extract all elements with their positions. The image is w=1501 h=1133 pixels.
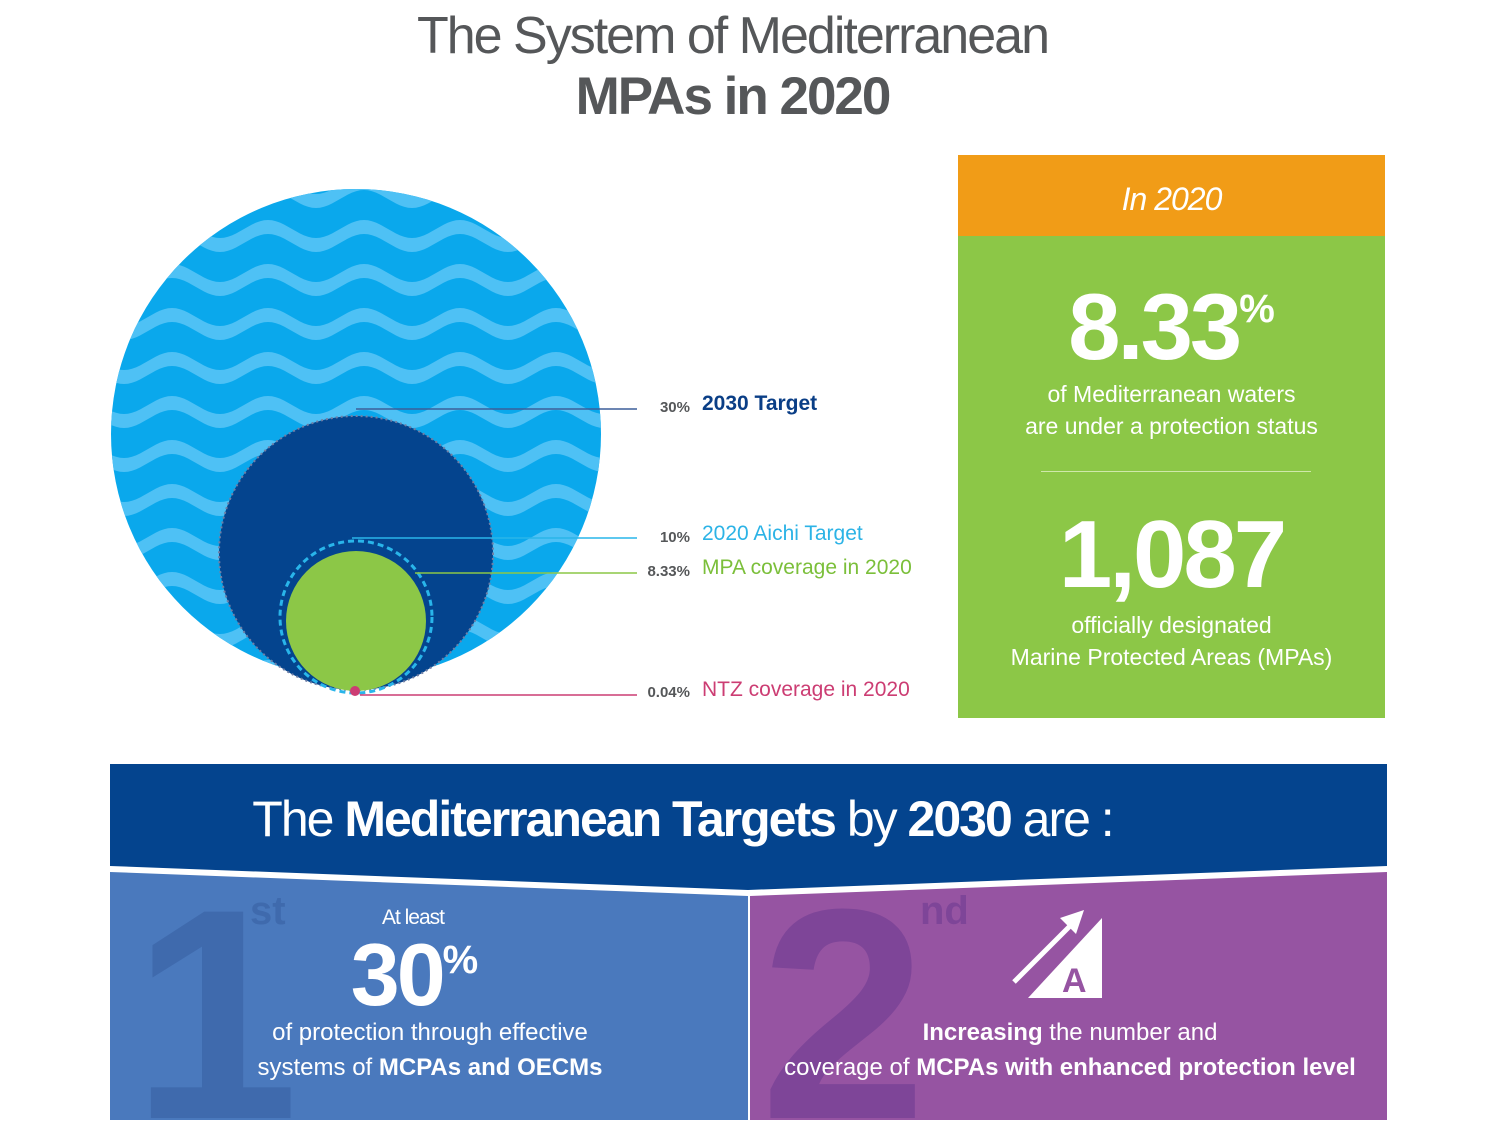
target-1-desc-line2-pre: systems of xyxy=(257,1054,379,1081)
target-2-desc-line1-bold: Increasing xyxy=(922,1019,1043,1046)
stat-mpa-desc-line2: Marine Protected Areas (MPAs) xyxy=(1010,644,1333,670)
nested-circles-diagram: 30% 2030 Target 10% 2020 Aichi Target 8.… xyxy=(111,189,912,701)
ntz-coverage-dot xyxy=(350,686,360,696)
stat-protection-unit: % xyxy=(1239,287,1275,331)
stat-protection-number: 8.33 xyxy=(1068,274,1242,379)
target-2-desc-line2: coverage of MCPAs with enhanced protecti… xyxy=(760,1050,1380,1085)
wave-band xyxy=(111,440,601,472)
stat-protection-value: 8.33% xyxy=(958,273,1385,381)
label-value-mpa: 8.33% xyxy=(647,563,690,580)
wave-band xyxy=(111,352,601,384)
icon-letter: A xyxy=(1062,962,1087,1000)
page-title-line1: The System of Mediterranean xyxy=(417,7,1050,65)
stats-divider xyxy=(1041,471,1311,472)
target-1-desc-line1: of protection through effective xyxy=(272,1019,588,1046)
target-1-value-number: 30 xyxy=(350,925,446,1024)
target-panel-1 xyxy=(110,872,748,1120)
label-name-mpa: MPA coverage in 2020 xyxy=(702,556,912,579)
targets-title-post: are : xyxy=(1010,791,1115,847)
page-title-line2: MPAs in 2020 xyxy=(575,67,892,126)
label-name-2030: 2030 Target xyxy=(702,392,817,415)
target-2-description: Increasing the number and coverage of MC… xyxy=(760,1015,1380,1085)
target-1-description: of protection through effective systems … xyxy=(200,1015,660,1085)
label-name-ntz: NTZ coverage in 2020 xyxy=(702,678,910,701)
stat-mpa-desc-line1: officially designated xyxy=(1071,612,1272,638)
wave-band xyxy=(111,264,601,296)
target-2-desc-line1: Increasing the number and xyxy=(760,1015,1380,1050)
targets-title: The Mediterranean Targets by 2030 are : xyxy=(110,790,1255,848)
mpa-coverage-circle xyxy=(286,551,426,691)
stat-mpa-desc: officially designated Marine Protected A… xyxy=(958,609,1385,673)
stat-protection-desc-line1: of Mediterranean waters xyxy=(1047,381,1296,407)
target-1-value-unit: % xyxy=(442,938,479,982)
targets-title-bold2: 2030 xyxy=(907,791,1013,847)
wave-band xyxy=(111,396,601,428)
target-1-desc-line2-bold: MCPAs and OECMs xyxy=(378,1054,603,1081)
stat-protection-desc: of Mediterranean waters are under a prot… xyxy=(958,378,1385,442)
stat-protection-desc-line2: are under a protection status xyxy=(1025,413,1318,439)
stat-mpa-count: 1,087 xyxy=(1058,501,1287,608)
stats-box-2020: In 2020 8.33% of Mediterranean waters ar… xyxy=(958,155,1385,718)
target-2-desc-line2-bold: MCPAs with enhanced protection level xyxy=(916,1054,1356,1081)
target-2-suffix: nd xyxy=(920,889,969,933)
label-value-ntz: 0.04% xyxy=(647,684,690,701)
target-2-desc-line2-pre: coverage of xyxy=(784,1054,917,1081)
target-1-desc-line2: systems of MCPAs and OECMs xyxy=(200,1050,660,1085)
targets-title-pre: The xyxy=(252,791,345,847)
enhanced-protection-arrow-icon: A xyxy=(1012,910,1102,1000)
target-1-value: 30% xyxy=(296,924,530,1026)
stats-header: In 2020 xyxy=(958,155,1385,236)
wave-band xyxy=(111,220,601,252)
target-1-big-number: 1 xyxy=(132,846,299,1133)
target-2-big-number: 2 xyxy=(760,846,927,1133)
target-1-suffix: st xyxy=(250,889,286,933)
wave-band xyxy=(111,308,601,340)
label-name-aichi: 2020 Aichi Target xyxy=(702,522,863,545)
targets-title-mid: by xyxy=(834,791,908,847)
label-value-2030: 30% xyxy=(660,399,690,416)
target-1-at-least: At least xyxy=(381,906,445,929)
targets-title-bold1: Mediterranean Targets xyxy=(344,791,837,847)
targets-header-banner xyxy=(110,764,1387,890)
aichi-target-circle xyxy=(278,539,434,695)
target-2-desc-line1-rest: the number and xyxy=(1042,1019,1218,1046)
label-value-aichi: 10% xyxy=(660,529,690,546)
